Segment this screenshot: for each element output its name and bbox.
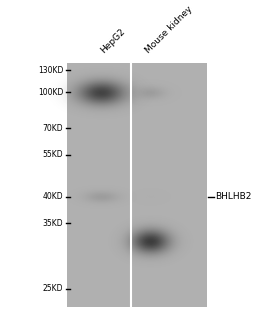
Text: Mouse kidney: Mouse kidney xyxy=(143,5,194,55)
Text: 130KD: 130KD xyxy=(38,65,63,74)
Bar xyxy=(67,62,207,307)
Text: 40KD: 40KD xyxy=(43,192,63,201)
Text: BHLHB2: BHLHB2 xyxy=(215,192,252,201)
Text: HepG2: HepG2 xyxy=(99,27,127,55)
Text: 35KD: 35KD xyxy=(43,219,63,228)
Text: 100KD: 100KD xyxy=(38,88,63,97)
Text: 70KD: 70KD xyxy=(43,124,63,132)
Text: 25KD: 25KD xyxy=(43,285,63,293)
Text: 55KD: 55KD xyxy=(43,150,63,159)
